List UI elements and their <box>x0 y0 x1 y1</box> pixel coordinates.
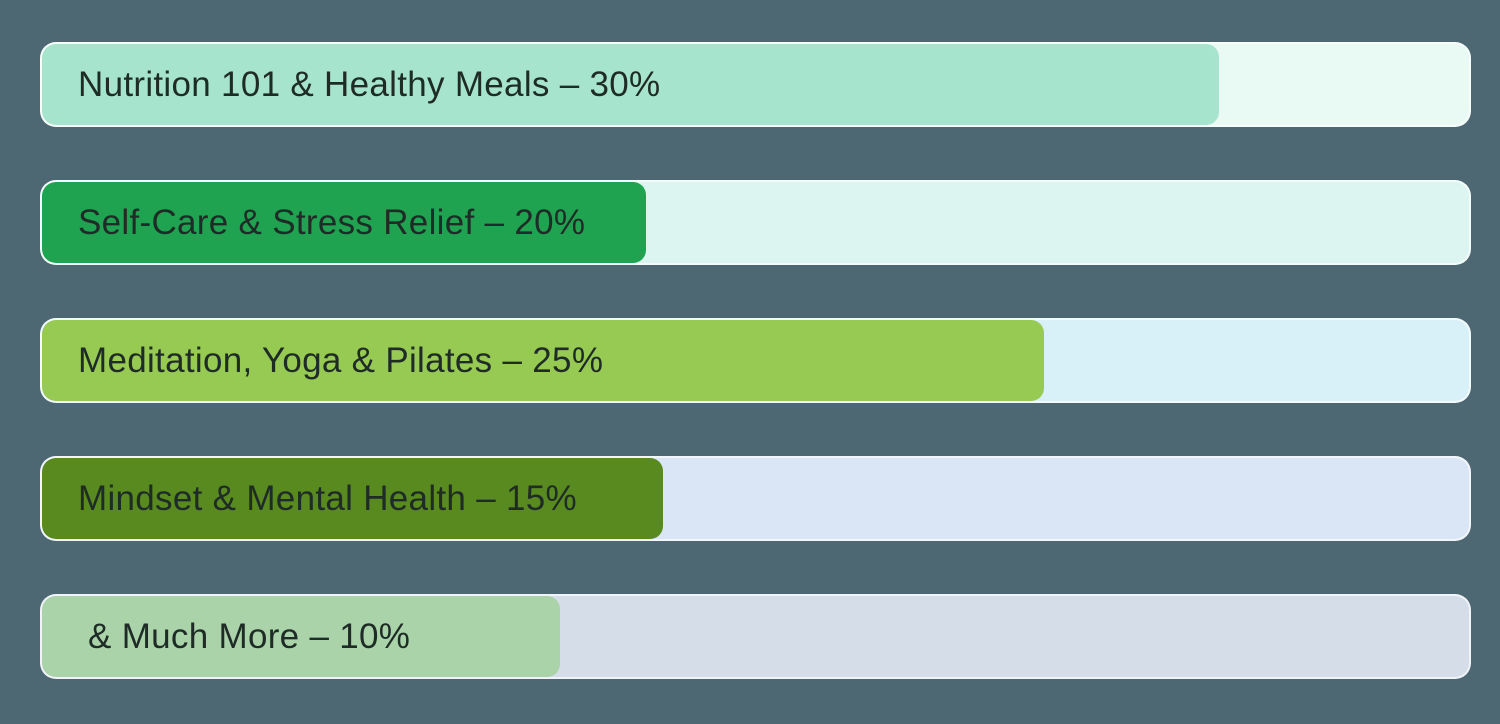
bar-row-much-more: & Much More – 10% <box>40 594 1471 679</box>
bar-label: Mindset & Mental Health – 15% <box>78 478 577 518</box>
bar-label: Nutrition 101 & Healthy Meals – 30% <box>78 64 661 104</box>
bar-label: & Much More – 10% <box>78 616 411 656</box>
bar-fill <box>42 182 646 263</box>
bar-fill <box>42 320 1044 401</box>
bar-fill <box>42 458 663 539</box>
bar-row-nutrition: Nutrition 101 & Healthy Meals – 30% <box>40 42 1471 127</box>
bar-row-meditation-yoga-pilates: Meditation, Yoga & Pilates – 25% <box>40 318 1471 403</box>
bar-label: Self-Care & Stress Relief – 20% <box>78 202 586 242</box>
bar-row-self-care: Self-Care & Stress Relief – 20% <box>40 180 1471 265</box>
bar-label: Meditation, Yoga & Pilates – 25% <box>78 340 604 380</box>
bar-row-mindset-mental-health: Mindset & Mental Health – 15% <box>40 456 1471 541</box>
bar-fill <box>42 596 560 677</box>
bar-fill <box>42 44 1220 125</box>
